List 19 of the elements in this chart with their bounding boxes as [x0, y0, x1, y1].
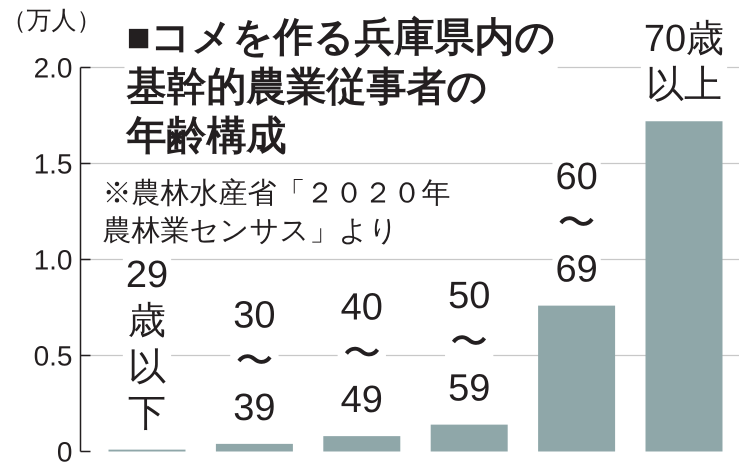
bar: [216, 444, 293, 452]
x-tick-label: 60〜69: [555, 156, 598, 291]
y-tick-label: 0: [56, 436, 73, 468]
y-tick-label: 2.0: [34, 52, 73, 84]
bar: [645, 121, 723, 452]
bar: [538, 306, 616, 452]
annotation: ※農林水産省「２０２０年農林業センサス」より: [102, 178, 450, 247]
x-tick-label: 50〜59: [448, 275, 490, 410]
y-tick-label: 1.0: [34, 244, 73, 276]
x-tick-label: 30〜39: [233, 294, 276, 429]
chart-title: ■コメを作る兵庫県内の基幹的農業従事者の年齢構成: [126, 16, 556, 158]
y-tick-label: 0.5: [34, 340, 73, 372]
y-tick-label: 1.5: [34, 148, 73, 180]
x-tick-label: 29歳以下: [126, 254, 168, 435]
bar: [323, 436, 400, 452]
x-tick-label: 40〜49: [340, 286, 383, 422]
x-tick-label: 70歳以上: [644, 18, 724, 106]
y-axis-title: （万人）: [2, 6, 102, 34]
bar: [430, 424, 508, 452]
